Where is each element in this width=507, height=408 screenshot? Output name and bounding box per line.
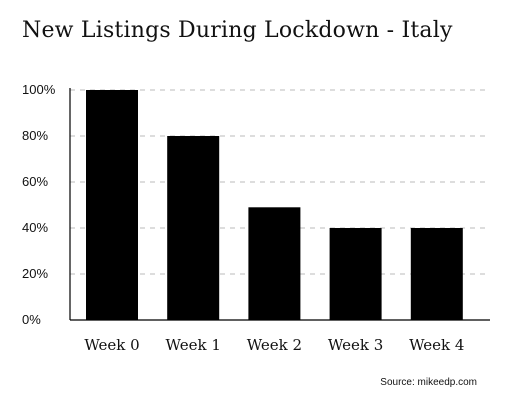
x-tick-label: Week 2 [247, 336, 302, 354]
x-tick-label: Week 0 [84, 336, 139, 354]
chart-title: New Listings During Lockdown - Italy [22, 18, 453, 43]
bar [167, 136, 220, 320]
axes [69, 88, 490, 321]
y-tick-label: 80% [22, 128, 48, 143]
x-tick-label: Week 3 [328, 336, 383, 354]
x-tick-label: Week 1 [166, 336, 221, 354]
bar [248, 207, 301, 320]
bar [410, 228, 463, 320]
y-tick-label: 100% [22, 82, 56, 97]
y-tick-label: 20% [22, 266, 48, 281]
source-note: Source: mikeedp.com [380, 377, 477, 388]
y-tick-label: 60% [22, 174, 48, 189]
y-tick-label: 40% [22, 220, 48, 235]
y-tick-label: 0% [22, 312, 41, 327]
x-tick-label: Week 4 [409, 336, 464, 354]
bar [86, 90, 138, 320]
y-tick-labels: 0% 20% 40% 60% 80% 100% [22, 82, 56, 327]
x-tick-labels: Week 0 Week 1 Week 2 Week 3 Week 4 [84, 336, 464, 354]
bars [86, 90, 463, 320]
bar [329, 228, 382, 320]
